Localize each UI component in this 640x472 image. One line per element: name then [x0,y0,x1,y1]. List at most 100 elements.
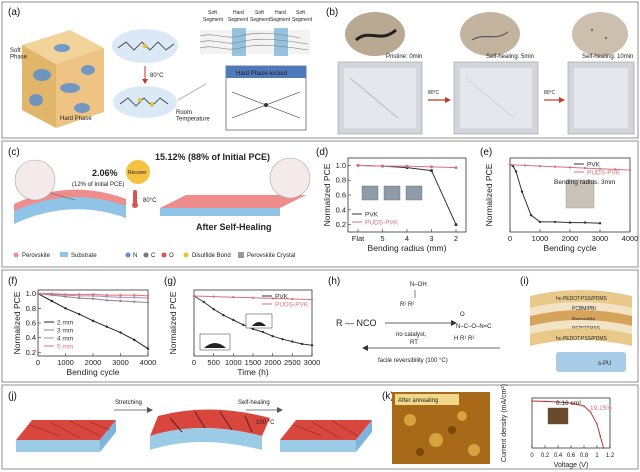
substrate-side [100,420,116,452]
panel-g-label: (g) [164,276,176,287]
panel-h-label: (h) [328,276,340,287]
data-point [310,344,314,347]
zoom-circle [14,159,56,201]
y-tick-label: 1.0 [336,161,346,170]
afm-grain [416,448,424,456]
data-point [557,401,559,403]
chart-k-inset: 0 0.2 0.4 0.6 0.8 1 1.2 Voltage (V) Current dens… [501,384,615,469]
chain-line [199,44,309,51]
data-point [146,296,150,300]
seg-label: Soft [255,10,265,16]
data-point [105,299,108,302]
data-point [91,297,95,300]
data-point [356,163,360,167]
x-tick-label: 2500 [284,358,301,367]
afm-grain [448,426,456,434]
y-tick-label: 0.8 [336,176,346,185]
x-tick-label: Flat [352,234,365,243]
data-point [454,223,458,227]
panel-k-label: (k) [382,391,394,402]
data-point [133,296,136,299]
y-axis-label: Normalized PCE [484,163,494,226]
chart-g: (g) 0 500 1000 1500 2000 2500 3000 Time (h) Norm… [164,276,320,377]
inset-area-label: 0.16 cm² [556,400,582,407]
data-point [192,294,196,298]
x-tick-label: 1.2 [606,453,615,459]
perovskite-flat [160,195,306,208]
x-tick-label: 0.6 [567,453,576,459]
layer [530,310,632,326]
chart-d: (d) Flat 5 4 3 2 0.2 0.4 0.6 0.8 1.0 Bending radiu… [316,147,467,253]
condition: no catalyst, [396,332,427,338]
recover-sun [126,160,150,184]
tile-edges [29,420,111,439]
afm-grain [404,414,416,426]
film-inner [574,68,628,128]
temp-a: 80°C [150,73,164,79]
panel-b: (b) Pristine: 0min 80°C Self-healing: 5m… [326,7,635,135]
droplet [204,343,226,348]
data-point [300,342,304,346]
panel-b-label: (b) [326,7,338,18]
x-tick-label: 0 [192,358,196,367]
panel-c-label: (c) [8,147,20,158]
data-point [602,447,605,449]
legend-n-swatch [125,252,131,258]
data-point [430,169,433,173]
data-point [78,313,81,316]
y-axis-label: Current density (mA/cm²) [501,384,508,462]
seg-word: Segment [228,17,249,23]
substrate [280,440,356,452]
substrate-flat [160,208,280,216]
seg-label: Soft [208,10,218,16]
legend-item: Perovskite Crystal [247,253,295,259]
oxime-struct: N–OH [410,282,427,288]
recover-label: Recover [128,170,147,176]
chain-line [199,38,309,45]
data-point [523,164,527,167]
x-tick-label: 0 [530,453,534,459]
data-point [133,293,136,297]
x-tick-label: 0.2 [541,453,550,459]
data-point [50,299,53,303]
data-point [119,299,122,303]
arrow-head [451,320,457,326]
stage-label: Pristine: 0min [386,54,422,60]
sulfur-atom [142,43,148,49]
data-point [520,190,524,193]
afm-grain [429,433,443,447]
data-point [241,323,245,326]
film-inner [460,68,532,128]
zoom-image-2 [460,12,520,56]
data-point [613,168,617,171]
data-point [310,298,314,301]
data-point [91,319,95,322]
panel-f-label: (f) [8,276,17,287]
x-tick-label: 2000 [85,358,102,367]
legend-label: PUDS-PVK [275,302,309,309]
y-tick-label: 0.4 [336,205,346,214]
legend-label: 4 mm [57,336,73,343]
data-point [232,296,235,299]
afm-grain [457,411,467,421]
data-point [251,296,255,299]
product-struct: N–C–O–N=C [456,324,492,330]
legend-item: Perovskite [22,253,51,259]
data-point [202,300,206,304]
tile-surface [16,420,116,440]
stage-label: Self-healing: 10min [582,54,633,60]
legend-label: PVK [587,162,601,169]
polymer-chain [119,97,169,107]
data-point [529,213,533,217]
layer [530,290,632,308]
temp-b: 80°C [428,90,440,96]
data-point [381,164,384,168]
panel-c: (c) 2.06% (12% of Initial PCE) Recover 1… [8,147,311,259]
x-tick-label: 0 [508,234,512,243]
afm-grain [468,444,480,456]
series-line [509,164,601,224]
data-point [105,293,108,297]
arrow-head [445,97,451,103]
x-tick-label: 1500 [245,358,262,367]
